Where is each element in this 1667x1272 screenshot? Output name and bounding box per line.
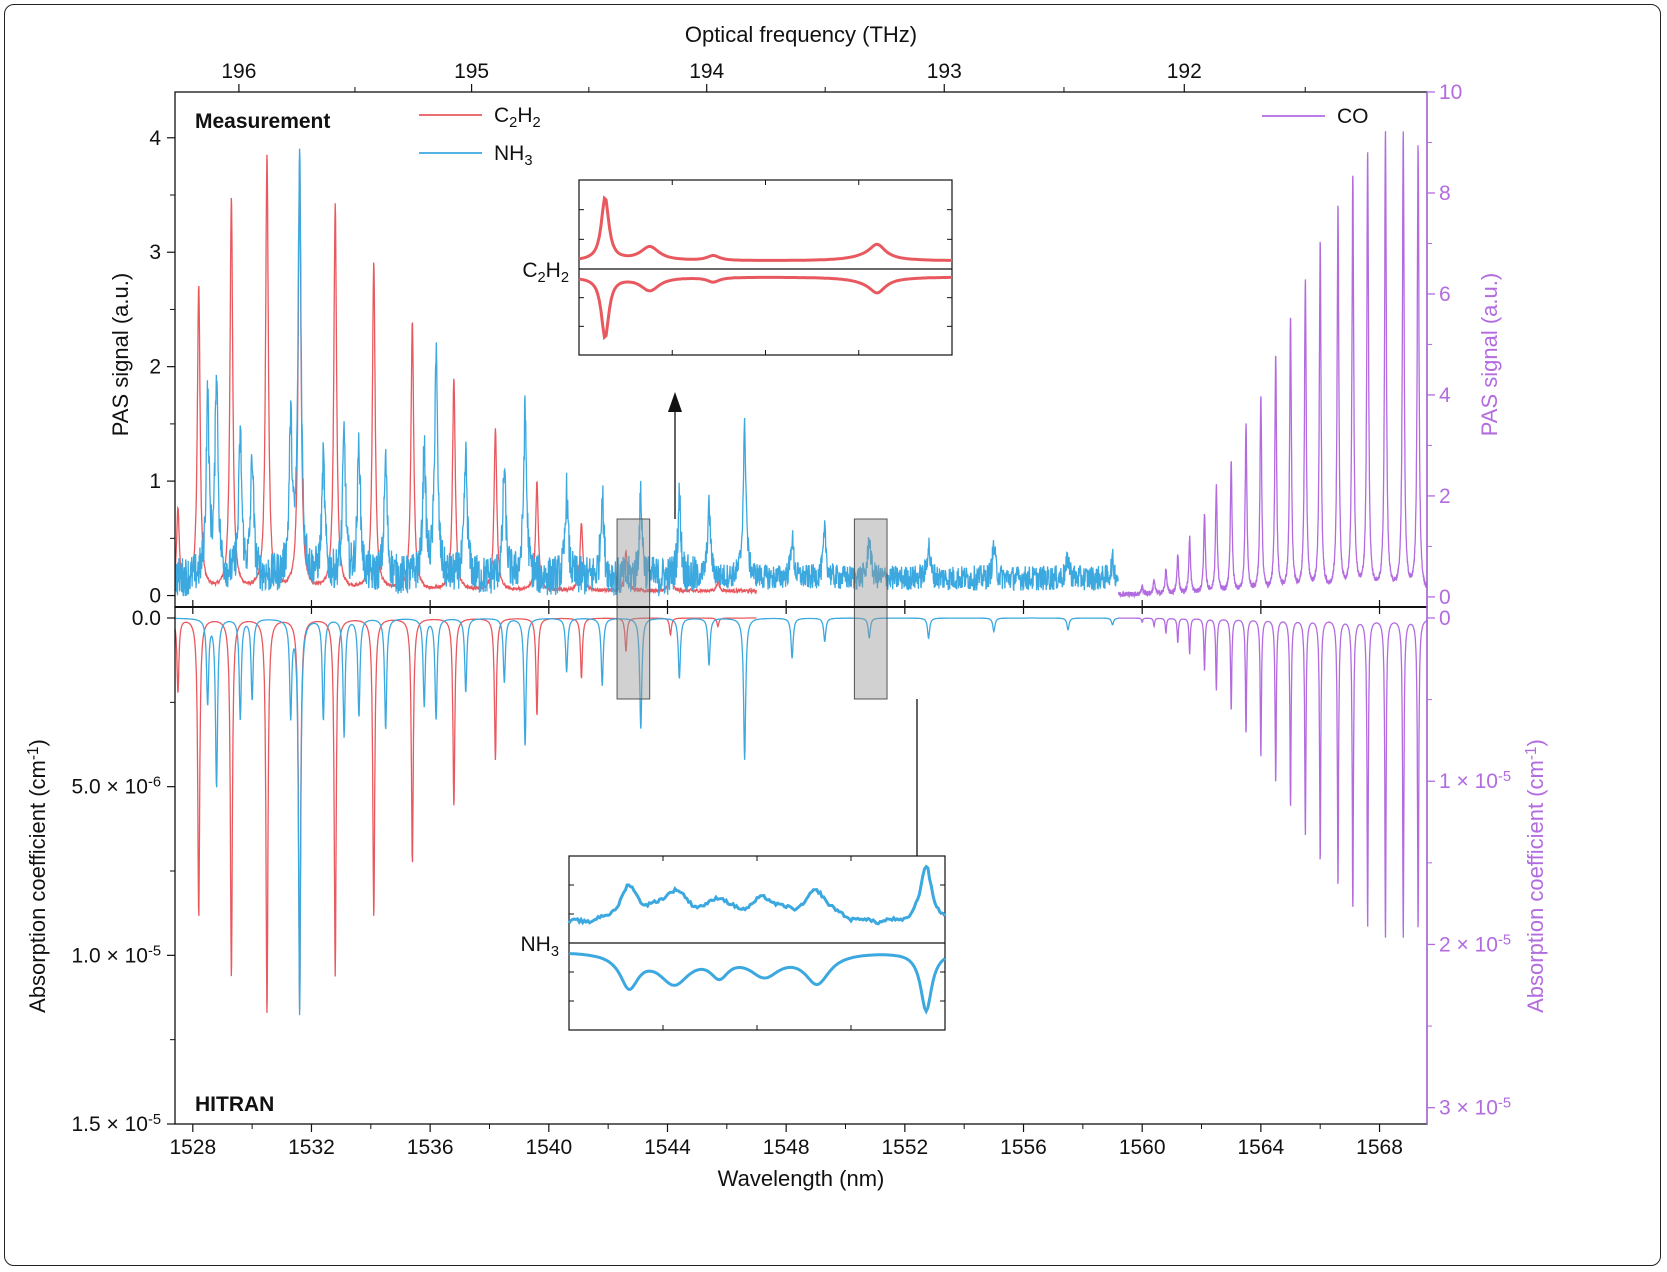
lower-right-y-tick-label: 2 × 10-5 (1439, 933, 1511, 957)
x-tick-label: 1552 (881, 1136, 928, 1159)
upper-plot-area (175, 131, 1427, 599)
lower-left-y-tick-label: 1.5 × 10-5 (71, 1112, 161, 1136)
top-x-tick-label: 196 (221, 60, 256, 83)
series-nh3-measurement-line (175, 148, 1119, 597)
x-tick-label: 1536 (407, 1136, 454, 1159)
lower-plot-area (175, 617, 1427, 1016)
upper-panel-label: Measurement (195, 110, 330, 133)
upper-right-y-tick-label: 0 (1439, 586, 1451, 609)
x-tick-label: 1528 (169, 1136, 216, 1159)
upper-left-y-tick-label: 3 (149, 241, 161, 264)
inset-measurement-trace (567, 864, 947, 926)
x-tick-label: 1544 (644, 1136, 691, 1159)
upper-left-y-tick-label: 0 (149, 585, 161, 608)
top-x-tick-label: 192 (1167, 60, 1202, 83)
lower-left-y-tick-label: 5.0 × 10-6 (71, 775, 161, 799)
highlight-region-0 (616, 518, 651, 700)
upper-left-y-axis-title: PAS signal (a.u.) (108, 273, 133, 436)
top-x-tick-label: 193 (927, 60, 962, 83)
series-co-hitran-line (1118, 617, 1427, 938)
inset-label: C2H2 (522, 259, 569, 286)
series-nh3-hitran-line (175, 617, 1119, 1016)
upper-right-y-tick-label: 6 (1439, 283, 1451, 306)
lower-panel-label: HITRAN (195, 1093, 274, 1116)
x-tick-label: 1556 (1000, 1136, 1047, 1159)
x-tick-label: 1540 (525, 1136, 572, 1159)
inset-1: NH3 (520, 855, 947, 1031)
x-tick-label: 1560 (1119, 1136, 1166, 1159)
inset-0: C2H2 (522, 179, 953, 356)
lower-left-y-tick-label: 1.0 × 10-5 (71, 944, 161, 968)
upper-right-y-tick-label: 4 (1439, 384, 1451, 407)
top-x-tick-label: 195 (454, 60, 489, 83)
lower-right-y-tick-label: 1 × 10-5 (1439, 769, 1511, 793)
upper-left-y-tick-label: 2 (149, 356, 161, 379)
upper-left-y-tick-label: 1 (149, 470, 161, 493)
arrow-up-head (668, 392, 682, 412)
inset-label: NH3 (520, 933, 559, 960)
legend-label-0: C2H2 (494, 104, 541, 131)
x-tick-label: 1532 (288, 1136, 335, 1159)
upper-right-y-tick-label: 10 (1439, 81, 1462, 104)
upper-left-y-tick-label: 4 (149, 127, 161, 150)
upper-right-y-tick-label: 2 (1439, 485, 1451, 508)
inset-measurement-trace (578, 195, 952, 262)
legend-label-1: NH3 (494, 142, 533, 169)
upper-right-y-axis-title: PAS signal (a.u.) (1477, 273, 1502, 436)
lower-right-y-tick-label: 3 × 10-5 (1439, 1096, 1511, 1120)
top-x-tick-label: 194 (689, 60, 724, 83)
figure-frame (4, 4, 1661, 1266)
inset-hitran-trace (568, 951, 946, 1015)
lower-right-y-axis-title: Absorption coefficient (cm-1) (1523, 739, 1548, 1013)
inset-hitran-trace (578, 275, 952, 341)
highlight-region-1 (853, 518, 888, 700)
upper-right-y-tick-label: 8 (1439, 182, 1451, 205)
legend-label-2: CO (1337, 105, 1369, 128)
lower-right-y-tick-label: 0 (1439, 607, 1451, 630)
lower-left-y-axis-title: Absorption coefficient (cm-1) (25, 739, 50, 1013)
x-tick-label: 1568 (1356, 1136, 1403, 1159)
x-tick-label: 1548 (763, 1136, 810, 1159)
x-axis-title: Wavelength (nm) (718, 1166, 885, 1191)
lower-left-y-tick-label: 0.0 (132, 607, 161, 630)
x-tick-label: 1564 (1237, 1136, 1284, 1159)
top-x-axis-title: Optical frequency (THz) (685, 22, 917, 47)
inset-frame (578, 179, 953, 356)
series-co-measurement-line (1117, 131, 1427, 599)
